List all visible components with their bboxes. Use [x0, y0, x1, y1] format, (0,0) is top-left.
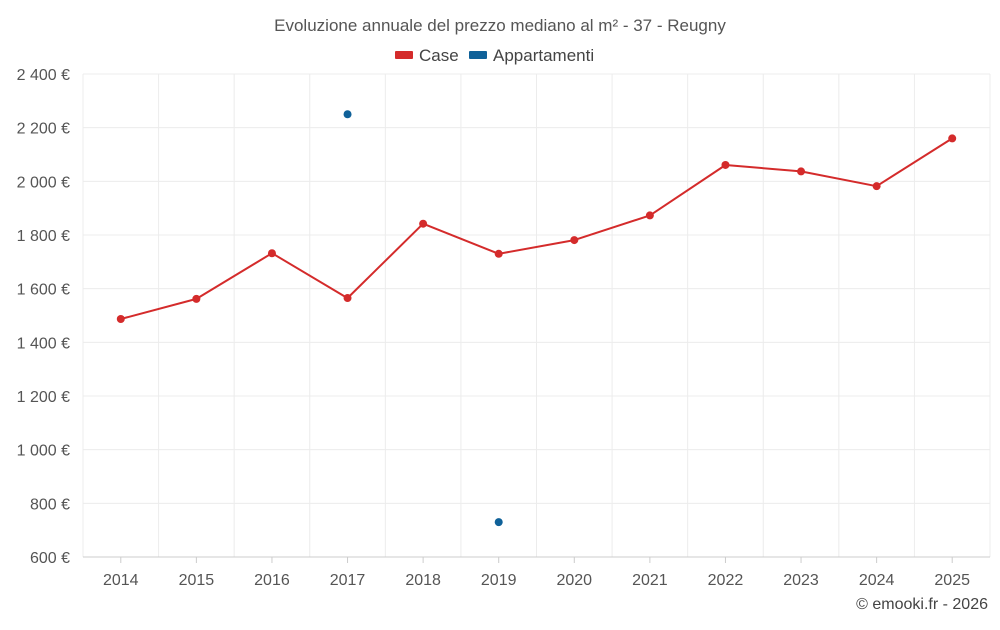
legend-label-case: Case: [419, 46, 459, 65]
x-tick-label: 2024: [859, 572, 895, 589]
y-tick-label: 1 800 €: [17, 228, 70, 245]
y-tick-label: 1 200 €: [17, 389, 70, 406]
data-point-case-2014[interactable]: [116, 314, 125, 323]
data-point-case-2024[interactable]: [872, 182, 881, 191]
data-point-appartamenti-2017[interactable]: [343, 110, 352, 119]
data-point-case-2023[interactable]: [797, 167, 806, 176]
y-tick-label: 1 000 €: [17, 443, 70, 460]
legend-label-appartamenti: Appartamenti: [493, 46, 594, 65]
y-tick-label: 2 000 €: [17, 174, 70, 191]
data-point-case-2025[interactable]: [948, 134, 957, 143]
legend-swatch-appartamenti: [469, 51, 487, 59]
series-layer: [116, 110, 957, 527]
data-point-case-2018[interactable]: [419, 219, 428, 228]
y-tick-label: 1 600 €: [17, 282, 70, 299]
x-tick-label: 2023: [783, 572, 819, 589]
x-tick-label: 2016: [254, 572, 290, 589]
y-tick-label: 600 €: [30, 550, 70, 567]
data-point-case-2021[interactable]: [645, 211, 654, 220]
legend[interactable]: Case Appartamenti: [395, 46, 594, 65]
data-point-case-2017[interactable]: [343, 294, 352, 303]
x-tick-label: 2015: [179, 572, 215, 589]
x-tick-label: 2020: [556, 572, 592, 589]
data-point-appartamenti-2019[interactable]: [494, 518, 503, 527]
legend-item-appartamenti[interactable]: Appartamenti: [469, 46, 594, 65]
data-point-case-2015[interactable]: [192, 294, 201, 303]
legend-swatch-case: [395, 51, 413, 59]
data-point-case-2016[interactable]: [267, 249, 276, 258]
data-point-case-2019[interactable]: [494, 249, 503, 258]
x-tick-label: 2018: [405, 572, 441, 589]
y-tick-label: 1 400 €: [17, 335, 70, 352]
x-tick-label: 2017: [330, 572, 366, 589]
credit-text: © emooki.fr - 2026: [856, 596, 988, 613]
series-line-case: [120, 137, 953, 320]
axis-layer: 600 € 800 € 1 000 € 1 200 € 1 400 € 1 600 € 1 …: [17, 67, 990, 589]
y-tick-label: 2 200 €: [17, 121, 70, 138]
data-point-case-2022[interactable]: [721, 160, 730, 169]
x-tick-label: 2014: [103, 572, 139, 589]
chart-title: Evoluzione annuale del prezzo mediano al…: [274, 16, 726, 35]
y-tick-label: 800 €: [30, 496, 70, 513]
y-tick-label: 2 400 €: [17, 67, 70, 84]
x-tick-label: 2019: [481, 572, 517, 589]
x-tick-label: 2025: [934, 572, 970, 589]
grid-layer: [82, 73, 991, 557]
legend-item-case[interactable]: Case: [395, 46, 459, 65]
x-tick-label: 2021: [632, 572, 668, 589]
data-point-case-2020[interactable]: [570, 236, 579, 245]
x-tick-label: 2022: [708, 572, 744, 589]
